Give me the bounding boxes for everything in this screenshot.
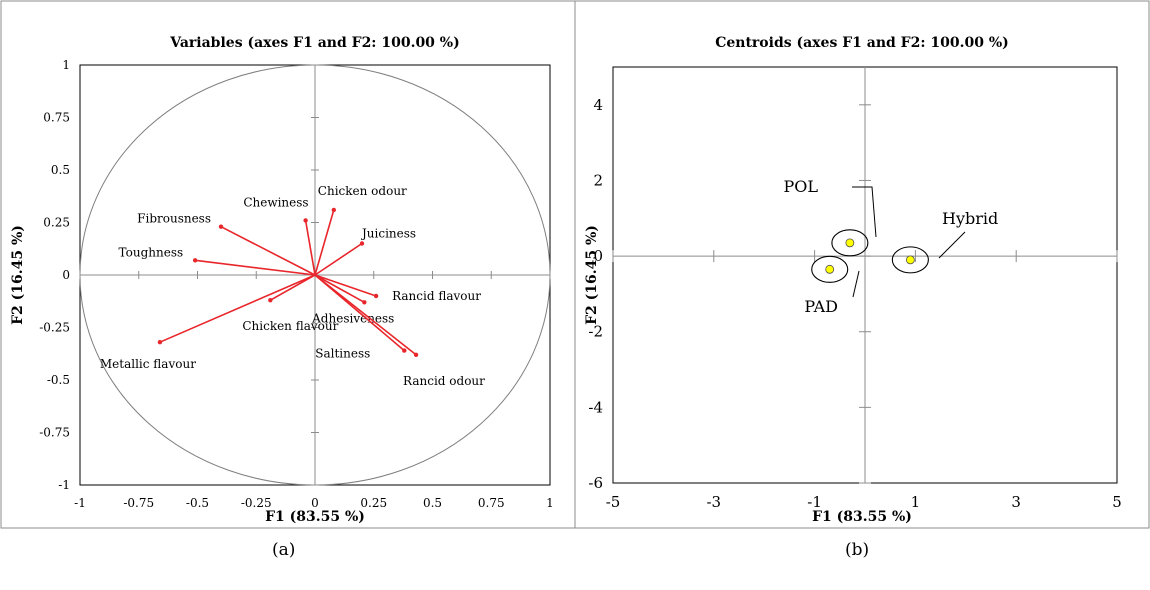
vector-tip-chicken-flavour <box>268 298 273 303</box>
confidence-ellipse-pad <box>811 255 849 283</box>
vector-fibrousness <box>220 225 316 276</box>
variable-label-toughness: Toughness <box>119 245 184 259</box>
vector-tip-rancid-odour <box>413 352 419 357</box>
centroid-label-hybrid: Hybrid <box>942 209 998 228</box>
x-tick-label: -0.75 <box>123 496 154 510</box>
vector-tip-juiciness <box>359 241 365 246</box>
leader-line-hybrid <box>938 231 966 259</box>
y-tick-label: 4 <box>593 96 603 114</box>
variable-label-rancid-odour: Rancid odour <box>403 374 485 388</box>
x-axis-label: F1 (83.55 %) <box>265 509 365 525</box>
confidence-ellipse-pol <box>831 229 869 257</box>
variable-label-rancid-flavour: Rancid flavour <box>392 289 481 303</box>
vector-tip-metallic-flavour <box>157 340 163 345</box>
variable-label-juiciness: Juiciness <box>360 227 416 241</box>
y-tick-label: 1 <box>62 58 70 72</box>
y-tick-label: 2 <box>593 171 603 189</box>
vector-tip-chicken-odour <box>331 207 336 213</box>
y-tick-label: -0.5 <box>47 373 70 387</box>
variable-label-chicken-flavour: Chicken flavour <box>242 319 338 333</box>
y-tick-label: 0.25 <box>43 216 70 230</box>
variable-label-chewiness: Chewiness <box>243 195 308 209</box>
vector-chicken-flavour <box>269 274 316 301</box>
chart-a-title: Variables (axes F1 and F2: 100.00 %) <box>169 35 459 51</box>
variable-label-saltiness: Saltiness <box>315 347 370 361</box>
x-tick-label: -1 <box>807 493 822 511</box>
leader-line-pol <box>852 186 877 238</box>
y-tick-label: -2 <box>588 323 603 341</box>
y-axis-label: F2 (16.45 %) <box>584 225 600 325</box>
vector-rancid-odour <box>314 274 417 356</box>
x-tick-label: 0.25 <box>360 496 387 510</box>
x-tick-label: 0.75 <box>478 496 505 510</box>
centroid-label-pol: POL <box>783 177 818 196</box>
vector-tip-adhesiveness <box>362 300 367 305</box>
x-tick-label: 1 <box>546 496 554 510</box>
y-axis-label: F2 (16.45 %) <box>10 225 26 325</box>
x-tick-label: -3 <box>706 493 721 511</box>
y-tick-label: 0.5 <box>51 163 70 177</box>
x-axis-label: F1 (83.55 %) <box>812 509 912 525</box>
chart-b-title: Centroids (axes F1 and F2: 100.00 %) <box>715 35 1009 51</box>
vector-chewiness <box>304 220 316 276</box>
caption-b: (b) <box>845 540 870 560</box>
x-tick-label: 0.5 <box>423 496 442 510</box>
centroid-point-hybrid <box>905 255 915 265</box>
vector-adhesiveness <box>314 274 365 304</box>
y-tick-label: -0.25 <box>39 321 70 335</box>
centroid-point-pol <box>845 238 855 248</box>
vector-metallic-flavour <box>159 274 316 343</box>
panel-a-variables: Variables (axes F1 and F2: 100.00 %) -1 -0… <box>10 35 554 525</box>
y-tick-label: -4 <box>588 398 603 416</box>
variable-label-metallic-flavour: Metallic flavour <box>100 357 196 371</box>
centroid-label-pad: PAD <box>804 297 838 316</box>
centroid-point-pad <box>825 264 835 274</box>
x-tick-label: 3 <box>1011 493 1021 511</box>
x-tick-label: -5 <box>606 493 621 511</box>
y-tick-label: -6 <box>588 474 603 492</box>
vector-rancid-flavour <box>314 274 377 297</box>
variable-label-chicken-odour: Chicken odour <box>318 184 407 198</box>
vector-chicken-odour <box>314 209 335 276</box>
caption-a: (a) <box>272 540 296 560</box>
y-tick-label: 0.75 <box>43 111 70 125</box>
leader-line-pad <box>852 270 860 298</box>
vector-tip-toughness <box>192 258 198 263</box>
x-tick-label: -0.25 <box>241 496 272 510</box>
y-tick-label: 0 <box>62 268 70 282</box>
variable-label-fibrousness: Fibrousness <box>137 212 211 226</box>
y-tick-label: -1 <box>58 478 70 492</box>
x-tick-label: 0 <box>311 496 319 510</box>
vector-toughness <box>195 259 316 276</box>
x-tick-label: -1 <box>74 496 86 510</box>
vector-juiciness <box>314 242 363 276</box>
y-tick-label: -0.75 <box>39 426 70 440</box>
vector-tip-chewiness <box>303 218 308 223</box>
vector-tip-saltiness <box>402 348 407 353</box>
vector-tip-fibrousness <box>218 224 224 229</box>
x-tick-label: 5 <box>1112 493 1122 511</box>
confidence-ellipse-hybrid <box>891 246 929 274</box>
x-tick-label: 1 <box>911 493 921 511</box>
panel-b-centroids: Centroids (axes F1 and F2: 100.00 %) -5 -3… <box>584 35 1122 525</box>
y-tick-label: 0 <box>593 247 603 265</box>
x-tick-label: -0.5 <box>186 496 209 510</box>
vector-tip-rancid-flavour <box>373 293 379 299</box>
